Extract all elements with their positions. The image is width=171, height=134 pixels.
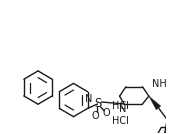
Text: O: O	[102, 108, 110, 118]
Text: HCl: HCl	[112, 116, 128, 126]
Polygon shape	[149, 96, 161, 110]
Text: HCl: HCl	[112, 101, 128, 111]
Text: N: N	[85, 94, 92, 104]
Text: S: S	[94, 97, 101, 110]
Text: NH: NH	[152, 79, 167, 89]
Text: O: O	[92, 111, 100, 121]
Text: N: N	[119, 104, 126, 114]
